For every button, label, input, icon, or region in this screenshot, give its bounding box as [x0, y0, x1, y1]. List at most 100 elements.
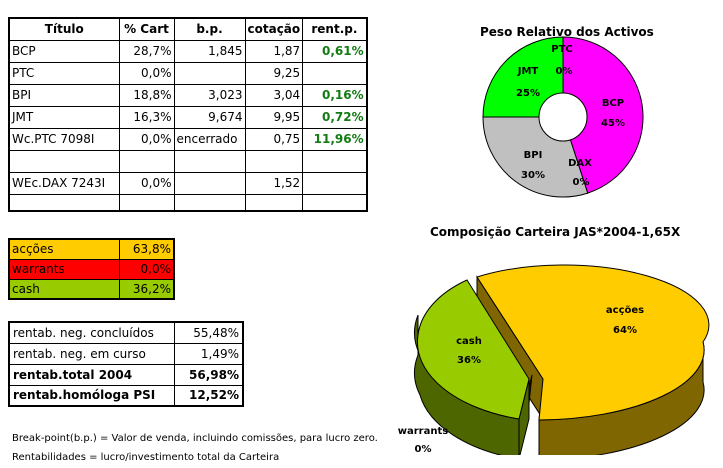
label-cash: cash — [456, 336, 482, 347]
header-cotacao: cotação — [244, 17, 304, 41]
table-row: WEc.DAX 7243I 0,0% 1,52 — [8, 171, 368, 195]
returns-row: rentab. neg. concluídos 55,48% — [8, 321, 244, 344]
returns-value: 55,48% — [173, 321, 244, 344]
cell-titulo — [8, 193, 120, 212]
label-accoes: acções — [606, 305, 644, 316]
donut-slice-jmt — [482, 36, 564, 118]
cell-cart: 18,8% — [118, 83, 175, 107]
cell-cotacao — [244, 193, 304, 212]
returns-value: 12,52% — [173, 384, 244, 407]
cell-rent — [302, 193, 368, 212]
cell-bp: 1,845 — [173, 39, 246, 63]
cell-bp — [173, 61, 246, 85]
cell-titulo: BPI — [8, 83, 120, 107]
returns-value: 1,49% — [173, 342, 244, 365]
cell-bp — [173, 171, 246, 195]
allocation-row-accoes: acções 63,8% — [8, 238, 175, 260]
cell-rent — [302, 171, 368, 195]
allocation-label: acções — [8, 238, 120, 260]
label-bpi-pct: 30% — [521, 170, 545, 181]
donut-chart: PTC 0% JMT 25% BCP 45% BPI 30% DAX 0% — [482, 36, 644, 198]
allocation-label: warrants — [8, 258, 120, 280]
returns-label: rentab. neg. concluídos — [8, 321, 175, 344]
table-header-row: Título % Cart b.p. cotação rent.p. — [8, 17, 368, 41]
cell-cotacao: 9,25 — [244, 61, 304, 85]
table-row: BCP 28,7% 1,845 1,87 0,61% — [8, 39, 368, 63]
table-row: JMT 16,3% 9,674 9,95 0,72% — [8, 105, 368, 129]
cell-bp — [173, 193, 246, 212]
donut-hole — [538, 92, 588, 142]
cell-titulo: Wc.PTC 7098I — [8, 127, 120, 151]
header-cart: % Cart — [118, 17, 175, 41]
cell-cotacao: 1,87 — [244, 39, 304, 63]
returns-table: rentab. neg. concluídos 55,48% rentab. n… — [8, 321, 244, 407]
pie-chart-3d: acções 64% cash 36% warrants 0% — [398, 264, 710, 455]
label-ptc-pct: 0% — [556, 66, 573, 77]
table-row: PTC 0,0% 9,25 — [8, 61, 368, 85]
table-row: Wc.PTC 7098I 0,0% encerrado 0,75 11,96% — [8, 127, 368, 151]
cell-rent: 0,72% — [302, 105, 368, 129]
cell-cotacao: 9,95 — [244, 105, 304, 129]
cell-cart — [118, 193, 175, 212]
label-accoes-pct: 64% — [613, 325, 637, 336]
cell-rent — [302, 61, 368, 85]
cell-rent: 0,16% — [302, 83, 368, 107]
header-rent: rent.p. — [302, 17, 368, 41]
cell-titulo: WEc.DAX 7243I — [8, 171, 120, 195]
cell-titulo — [8, 149, 120, 173]
cell-bp: encerrado — [173, 127, 246, 151]
label-warrants: warrants — [398, 426, 448, 437]
allocation-table: acções 63,8% warrants 0,0% cash 36,2% — [8, 238, 175, 300]
cell-cotacao: 1,52 — [244, 171, 304, 195]
label-jmt: JMT — [517, 66, 539, 77]
label-bpi: BPI — [524, 150, 543, 161]
allocation-value: 36,2% — [118, 278, 175, 300]
cell-cart: 16,3% — [118, 105, 175, 129]
table-row — [8, 149, 368, 173]
cell-rent: 0,61% — [302, 39, 368, 63]
label-bcp: BCP — [602, 98, 624, 109]
pie-chart-title: Composição Carteira JAS*2004-1,65X — [430, 225, 681, 239]
cell-cart: 0,0% — [118, 171, 175, 195]
cell-cart: 0,0% — [118, 127, 175, 151]
cell-cart: 0,0% — [118, 61, 175, 85]
cell-rent: 11,96% — [302, 127, 368, 151]
label-cash-pct: 36% — [457, 355, 481, 366]
returns-value: 56,98% — [173, 363, 244, 386]
header-titulo: Título — [8, 17, 120, 41]
donut-slice-bcp — [562, 36, 644, 194]
label-jmt-pct: 25% — [516, 88, 540, 99]
footnote-breakpoint: Break-point(b.p.) = Valor de venda, incl… — [12, 433, 378, 444]
label-warrants-pct: 0% — [415, 444, 432, 455]
returns-row: rentab. neg. em curso 1,49% — [8, 342, 244, 365]
cell-bp: 3,023 — [173, 83, 246, 107]
cell-titulo: PTC — [8, 61, 120, 85]
returns-label: rentab.homóloga PSI — [8, 384, 175, 407]
cell-cart — [118, 149, 175, 173]
cell-cotacao: 0,75 — [244, 127, 304, 151]
table-row: BPI 18,8% 3,023 3,04 0,16% — [8, 83, 368, 107]
cell-cart: 28,7% — [118, 39, 175, 63]
allocation-label: cash — [8, 278, 120, 300]
label-ptc: PTC — [551, 44, 573, 55]
cell-cotacao — [244, 149, 304, 173]
label-dax: DAX — [568, 158, 592, 169]
holdings-table: Título % Cart b.p. cotação rent.p. BCP 2… — [8, 17, 368, 212]
cell-bp — [173, 149, 246, 173]
allocation-row-cash: cash 36,2% — [8, 278, 175, 300]
cell-titulo: JMT — [8, 105, 120, 129]
cell-cotacao: 3,04 — [244, 83, 304, 107]
returns-label: rentab. neg. em curso — [8, 342, 175, 365]
allocation-row-warrants: warrants 0,0% — [8, 258, 175, 280]
cell-titulo: BCP — [8, 39, 120, 63]
returns-row: rentab.homóloga PSI 12,52% — [8, 384, 244, 407]
cell-rent — [302, 149, 368, 173]
header-bp: b.p. — [173, 17, 246, 41]
returns-label: rentab.total 2004 — [8, 363, 175, 386]
label-bcp-pct: 45% — [601, 118, 625, 129]
cell-bp: 9,674 — [173, 105, 246, 129]
table-row — [8, 193, 368, 212]
footnote-rentabilidades: Rentabilidades = lucro/investimento tota… — [12, 452, 280, 463]
allocation-value: 63,8% — [118, 238, 175, 260]
pie-slice-cash — [416, 279, 530, 420]
